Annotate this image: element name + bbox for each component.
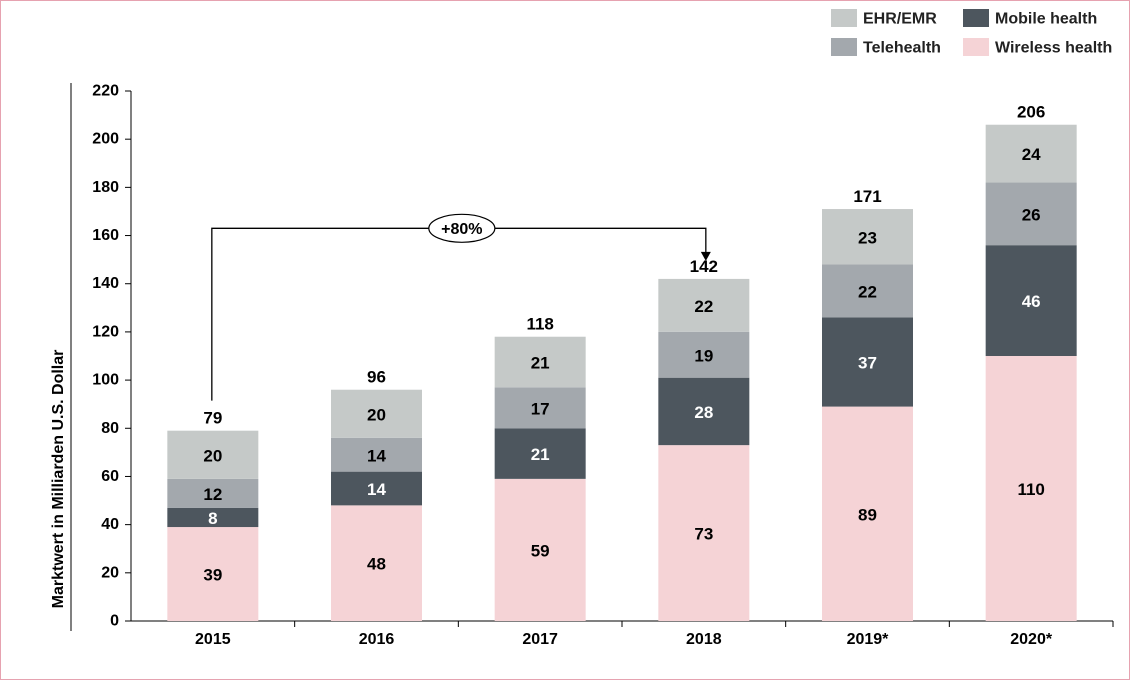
y-tick-label: 0 xyxy=(110,613,119,630)
y-tick-label: 100 xyxy=(92,372,119,389)
bar-segment xyxy=(494,428,586,479)
bar-segment-label: 19 xyxy=(694,346,713,365)
bar-segment xyxy=(985,245,1077,356)
bar-total-label: 142 xyxy=(690,257,718,276)
bar-segment xyxy=(985,356,1077,621)
bar-segment xyxy=(331,505,422,621)
bar-total-label: 171 xyxy=(853,187,881,206)
y-tick-label: 40 xyxy=(101,516,119,533)
bar-segment xyxy=(331,471,422,506)
bar-segment-label: 89 xyxy=(858,505,877,524)
bar-segment-label: 14 xyxy=(367,480,386,499)
bar-segment xyxy=(658,445,750,621)
growth-badge xyxy=(428,213,496,243)
bar-segment-label: 46 xyxy=(1022,292,1041,311)
growth-annotation: +80% xyxy=(211,213,711,401)
bar-segment xyxy=(167,527,259,621)
legend-swatch xyxy=(831,9,857,27)
bar-segment xyxy=(494,387,586,429)
bar-segment xyxy=(167,430,259,479)
x-tick-label: 2015 xyxy=(195,631,231,648)
bar-segment xyxy=(822,264,913,318)
bar-segment-label: 20 xyxy=(203,446,222,465)
x-tick-label: 2019* xyxy=(847,631,890,648)
bar-segment-label: 21 xyxy=(531,445,550,464)
bar-segment xyxy=(167,507,259,528)
bar-segment-label: 24 xyxy=(1022,145,1041,164)
x-tick-label: 2020* xyxy=(1010,631,1053,648)
bar-segment xyxy=(985,124,1077,183)
bar-segment-label: 39 xyxy=(203,566,222,585)
x-tick-label: 2017 xyxy=(522,631,558,648)
y-tick-label: 80 xyxy=(101,420,119,437)
bar-total-label: 206 xyxy=(1017,103,1045,122)
legend-label: Telehealth xyxy=(863,40,941,57)
y-tick-label: 120 xyxy=(92,323,119,340)
bar-segment xyxy=(494,336,586,388)
bar-segment xyxy=(331,437,422,472)
bar-segment-label: 20 xyxy=(367,405,386,424)
bar-segment xyxy=(822,406,913,621)
bar-segment-label: 22 xyxy=(858,282,877,301)
bar-total-label: 79 xyxy=(203,409,222,428)
bar-segment-label: 73 xyxy=(694,525,713,544)
y-tick-label: 180 xyxy=(92,179,119,196)
bar-segment-label: 110 xyxy=(1017,480,1044,499)
growth-bracket-line xyxy=(211,227,707,401)
y-axis-title: Marktwert in Milliarden U.S. Dollar xyxy=(50,350,67,609)
y-tick-label: 60 xyxy=(101,468,119,485)
y-tick-label: 220 xyxy=(92,83,119,100)
legend-swatch xyxy=(963,38,989,56)
bar-segment-label: 37 xyxy=(858,354,877,373)
x-tick-label: 2016 xyxy=(359,631,395,648)
bar-segment-label: 22 xyxy=(694,297,713,316)
x-axis-ticks: 2015 2016 2017 2018 2019* 2020* xyxy=(195,621,1114,648)
bar-segment xyxy=(494,478,586,621)
legend-swatch xyxy=(963,9,989,27)
y-tick-label: 160 xyxy=(92,227,119,244)
growth-arrowhead xyxy=(700,251,711,261)
bar-segment xyxy=(985,182,1077,246)
bar-segment xyxy=(331,389,422,438)
bar-segment-label: 21 xyxy=(531,354,550,373)
bar-segment xyxy=(658,278,750,332)
bar-segment-label: 59 xyxy=(531,541,550,560)
legend: EHR/EMR Mobile health Telehealth Wireless h… xyxy=(831,9,1112,57)
x-tick-label: 2018 xyxy=(686,631,722,648)
bar-segment-label: 12 xyxy=(203,485,222,504)
bar-segment xyxy=(822,317,913,407)
bar-segment-label: 23 xyxy=(858,228,877,247)
y-tick-label: 140 xyxy=(92,275,119,292)
bar-segment-label: 8 xyxy=(208,509,217,528)
bar-segment-label: 28 xyxy=(694,403,713,422)
bar-segment-label: 48 xyxy=(367,555,386,574)
y-tick-label: 20 xyxy=(101,564,119,581)
bar-total-label: 118 xyxy=(526,315,553,334)
legend-label: Wireless health xyxy=(995,40,1112,57)
bar-segment-label: 26 xyxy=(1022,205,1041,224)
bar-segment-label: 17 xyxy=(531,399,550,418)
bar-segment-label: 14 xyxy=(367,446,386,465)
y-tick-label: 200 xyxy=(92,131,119,148)
legend-label: EHR/EMR xyxy=(863,11,937,28)
legend-swatch xyxy=(831,38,857,56)
bar-total-label: 96 xyxy=(367,368,386,387)
bar-segment xyxy=(167,478,259,508)
bar-segment xyxy=(658,331,750,378)
bar-segment xyxy=(822,209,913,265)
y-axis-ticks: 0 20 40 60 80 100 120 140 160 180 200 220 xyxy=(92,83,131,630)
bars: 39 8 12 20 79 48 14 14 20 96 59 21 17 21 118 73 28 19 22 14… xyxy=(167,103,1077,621)
legend-label: Mobile health xyxy=(995,11,1097,28)
bar-segment xyxy=(658,377,750,446)
growth-badge-label: +80% xyxy=(441,221,482,238)
